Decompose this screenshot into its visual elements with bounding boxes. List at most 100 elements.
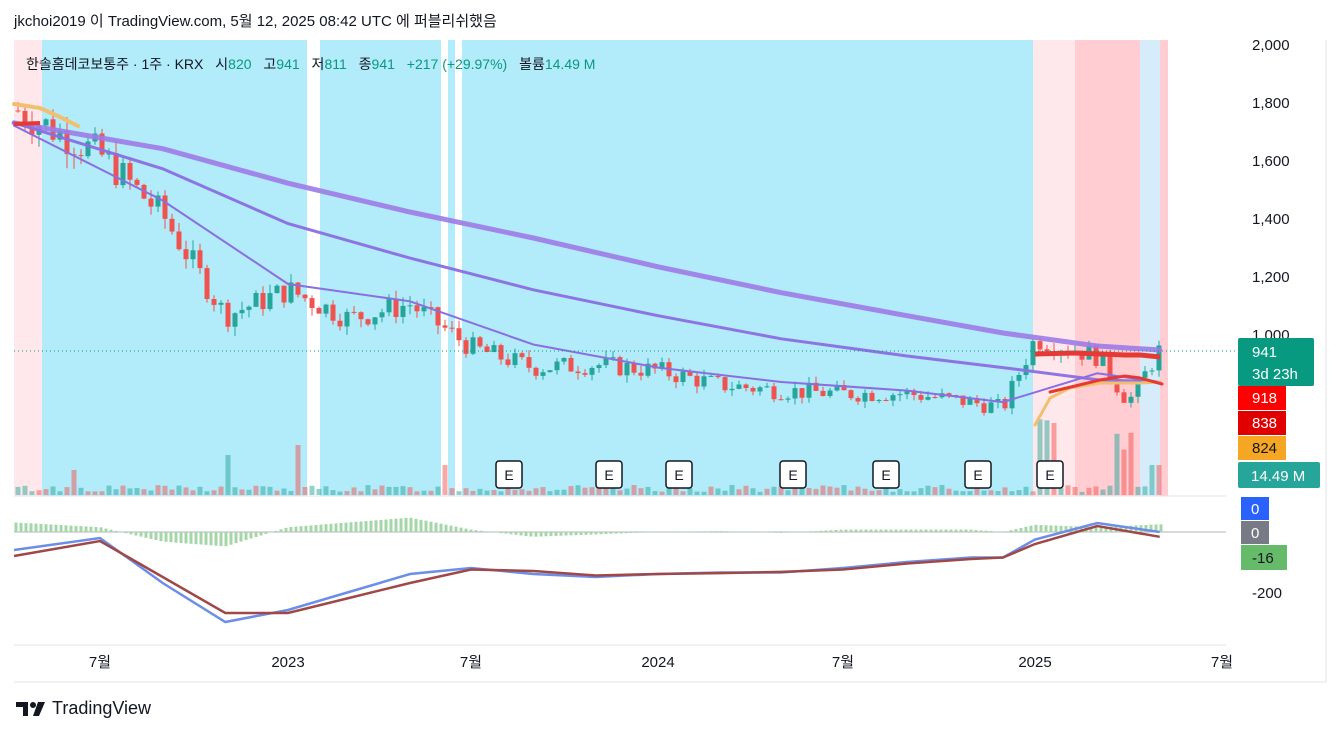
- macd-histogram-bar: [329, 523, 333, 532]
- candle-body: [757, 387, 763, 392]
- volume-bar: [1058, 488, 1064, 495]
- macd-histogram-bar: [579, 532, 583, 535]
- candle-body: [225, 302, 231, 327]
- candle-body: [561, 358, 567, 362]
- candle-body: [1037, 341, 1043, 350]
- macd-histogram-bar: [869, 529, 873, 532]
- candle-body: [386, 299, 392, 313]
- macd-histogram-bar: [969, 529, 973, 532]
- earnings-marker[interactable]: E: [495, 460, 523, 489]
- candle-body: [197, 250, 203, 269]
- candle-body: [813, 382, 819, 391]
- candle-body: [218, 302, 224, 305]
- volume-bar: [1016, 490, 1022, 495]
- candle-body: [967, 398, 973, 405]
- bg-cyan-band: [462, 40, 1033, 496]
- volume-bar: [568, 486, 574, 495]
- macd-badge-green: [1241, 545, 1287, 570]
- macd-histogram-bar: [964, 529, 968, 532]
- volume-bar: [57, 491, 63, 495]
- price-badge-824: 824: [1238, 436, 1286, 460]
- earnings-marker[interactable]: E: [964, 460, 992, 489]
- macd-histogram-bar: [794, 532, 798, 533]
- candle-body: [1121, 392, 1127, 403]
- candle-body: [631, 363, 637, 373]
- earnings-marker[interactable]: E: [872, 460, 900, 489]
- candle-body: [106, 153, 112, 155]
- earnings-marker-box: [595, 460, 623, 489]
- volume-bar: [687, 488, 693, 495]
- macd-histogram-bar: [254, 532, 258, 537]
- candle-body: [834, 385, 840, 391]
- candle-body: [806, 382, 812, 398]
- volume-bar: [582, 487, 588, 495]
- macd-histogram-bar: [159, 532, 163, 542]
- macd-histogram-bar: [634, 532, 638, 533]
- candle-body: [463, 340, 469, 354]
- earnings-marker[interactable]: E: [779, 460, 807, 489]
- volume-bar: [1079, 491, 1085, 495]
- candle-body: [15, 110, 21, 112]
- candle-body: [659, 362, 665, 369]
- candle-body: [337, 320, 343, 327]
- volume-bar: [960, 491, 966, 495]
- macd-histogram-bar: [1159, 524, 1163, 532]
- macd-histogram-bar: [529, 532, 533, 537]
- volume-bar: [617, 490, 623, 495]
- macd-histogram-bar: [259, 532, 263, 536]
- volume-bar: [652, 491, 658, 495]
- macd-histogram-bar: [999, 531, 1003, 533]
- symbol-legend[interactable]: 한솔홈데코보통주 · 1주 · KRX 시820 고941 저811 종941 …: [26, 54, 595, 74]
- candle-body: [316, 308, 322, 314]
- macd-histogram-bar: [839, 529, 843, 532]
- volume-bar: [925, 485, 931, 495]
- candle-body: [1135, 377, 1141, 397]
- volume-bar: [659, 491, 665, 495]
- tradingview-logo[interactable]: TradingView: [16, 698, 151, 719]
- volume-bar: [505, 487, 511, 495]
- volume-bar: [799, 485, 805, 495]
- candle-body: [820, 390, 826, 396]
- macd-histogram-bar: [684, 531, 688, 533]
- macd-histogram-bar: [819, 530, 823, 532]
- candle-body: [414, 305, 420, 312]
- earnings-marker[interactable]: E: [595, 460, 623, 489]
- volume-bar: [85, 491, 91, 495]
- volume-bar: [456, 491, 462, 495]
- macd-histogram-bar: [184, 532, 188, 544]
- candle-body: [211, 299, 217, 305]
- volume-bar: [1044, 420, 1050, 495]
- candle-body: [309, 298, 315, 308]
- candle-body: [260, 293, 266, 310]
- time-label: 7월: [89, 654, 111, 671]
- macd-histogram-bar: [599, 532, 603, 535]
- candle-body: [554, 361, 560, 371]
- volume-bar: [1030, 491, 1036, 495]
- volume-bar: [876, 490, 882, 495]
- macd-histogram-bar: [34, 523, 38, 532]
- macd-histogram-bar: [79, 526, 83, 532]
- macd-axis[interactable]: 0 0 -16 -200: [1241, 497, 1287, 602]
- volume-bar: [442, 465, 448, 495]
- earnings-marker-box: [779, 460, 807, 489]
- candle-body: [484, 346, 490, 352]
- candle-body: [722, 377, 728, 391]
- macd-histogram-bar: [1104, 526, 1108, 532]
- time-axis[interactable]: 7월 2023 7월 2024 7월 2025 7월: [89, 654, 1233, 671]
- macd-histogram-bar: [509, 532, 513, 535]
- macd-histogram-bar: [894, 529, 898, 532]
- price-tick: 1,600: [1252, 153, 1290, 170]
- macd-histogram-bar: [174, 532, 178, 543]
- price-axis[interactable]: 2,000 1,800 1,600 1,400 1,200 1,000: [1252, 37, 1290, 344]
- volume-bar: [106, 485, 112, 495]
- volume-bar: [330, 490, 336, 495]
- volume-bar: [974, 485, 980, 495]
- candle-body: [365, 319, 371, 325]
- earnings-marker[interactable]: E: [1036, 460, 1064, 489]
- candle-body: [232, 313, 238, 327]
- macd-histogram-bar: [209, 532, 213, 546]
- earnings-marker[interactable]: E: [665, 460, 693, 489]
- macd-histogram-bar: [914, 529, 918, 532]
